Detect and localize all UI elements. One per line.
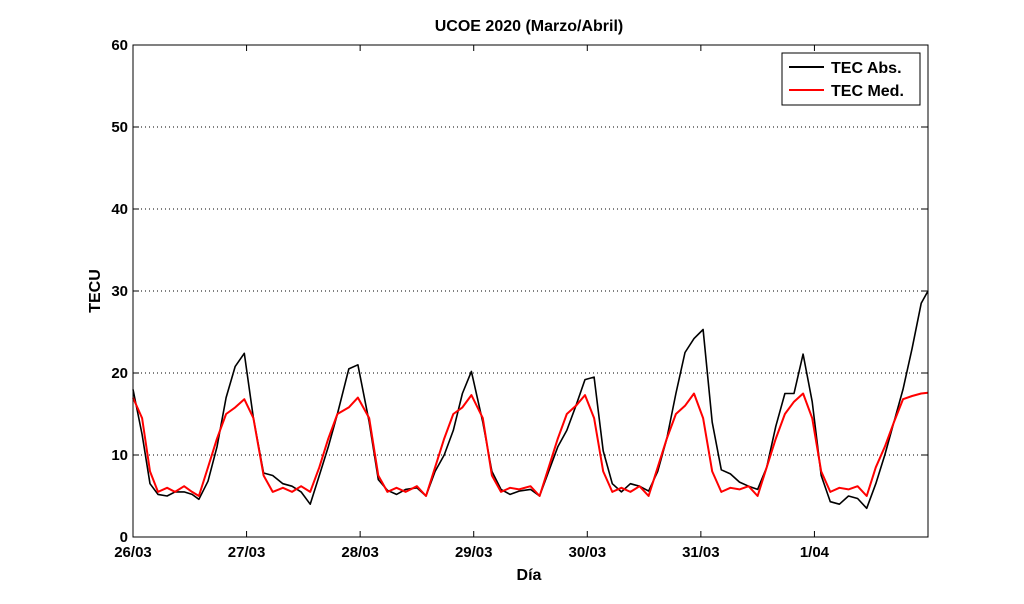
x-tick-label: 26/03 <box>114 544 152 561</box>
x-tick-label: 30/03 <box>569 544 607 561</box>
legend-label-tec-med: TEC Med. <box>831 83 904 100</box>
grid <box>133 126 928 456</box>
y-tick-label: 10 <box>111 447 128 464</box>
x-tick-label: 28/03 <box>341 544 379 561</box>
x-axis-label: Día <box>517 567 542 584</box>
y-tick-label: 60 <box>111 37 128 54</box>
x-tick-label: 29/03 <box>455 544 493 561</box>
legend: TEC Abs. TEC Med. <box>781 52 921 106</box>
chart-title: UCOE 2020 (Marzo/Abril) <box>435 18 623 35</box>
y-tick-label: 0 <box>120 529 128 546</box>
y-tick-label: 40 <box>111 201 128 218</box>
legend-label-tec-abs: TEC Abs. <box>831 60 902 77</box>
series-lines <box>132 290 929 510</box>
x-tick-label: 1/04 <box>800 544 830 561</box>
x-axis: 26/03 27/03 28/03 29/03 30/03 31/03 1/04 <box>114 45 830 561</box>
y-tick-label: 50 <box>111 119 128 136</box>
x-tick-label: 31/03 <box>682 544 720 561</box>
y-tick-label: 20 <box>111 365 128 382</box>
y-tick-label: 30 <box>111 283 128 300</box>
x-tick-label: 27/03 <box>228 544 266 561</box>
y-axis-label: TECU <box>87 269 104 313</box>
series-line-tec-med <box>132 391 929 497</box>
legend-box <box>781 52 921 106</box>
y-axis: 0 10 20 30 40 50 60 <box>111 37 928 546</box>
